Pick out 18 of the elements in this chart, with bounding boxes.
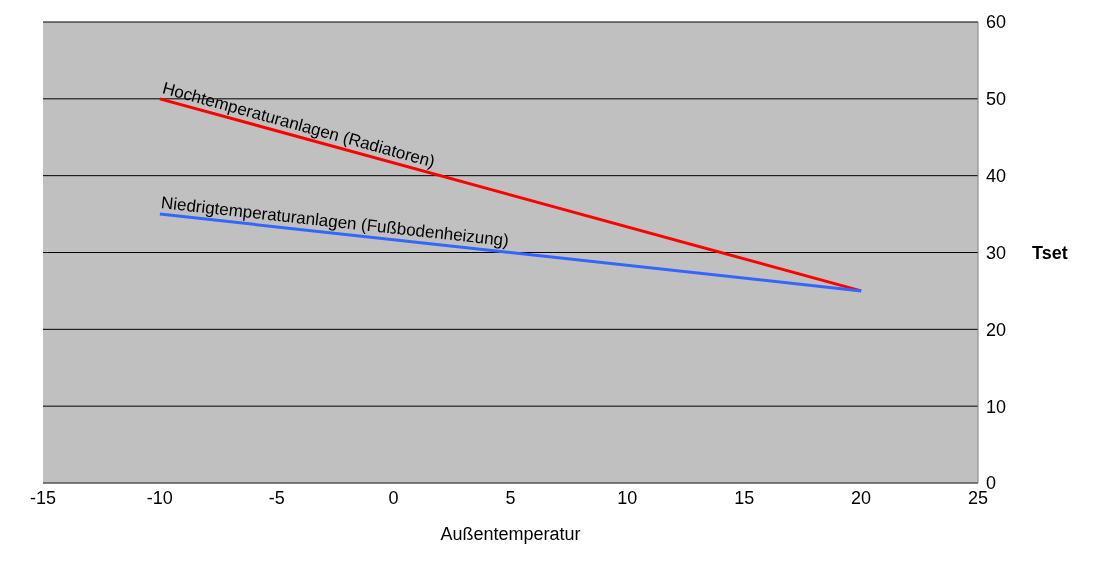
x-tick-label: 25 xyxy=(967,487,989,508)
y-tick-label: 30 xyxy=(986,242,1007,263)
x-tick-label: 10 xyxy=(617,487,638,508)
y-tick-label: 20 xyxy=(986,319,1007,340)
x-axis-title: Außentemperatur xyxy=(440,523,581,544)
y-tick-label: 10 xyxy=(986,396,1007,417)
y-tick-label: 60 xyxy=(986,12,1007,33)
x-tick-label: 0 xyxy=(388,487,399,508)
x-tick-label: -5 xyxy=(268,487,285,508)
y-tick-label: 50 xyxy=(986,89,1007,110)
x-tick-label: -15 xyxy=(29,487,57,508)
y-axis-title: Tset xyxy=(1032,242,1068,263)
x-tick-label: 5 xyxy=(505,487,516,508)
y-tick-label: 0 xyxy=(986,473,997,494)
x-tick-label: 20 xyxy=(851,487,872,508)
y-tick-label: 40 xyxy=(986,166,1007,187)
x-tick-label: -10 xyxy=(146,487,173,508)
x-tick-label: 15 xyxy=(734,487,755,508)
